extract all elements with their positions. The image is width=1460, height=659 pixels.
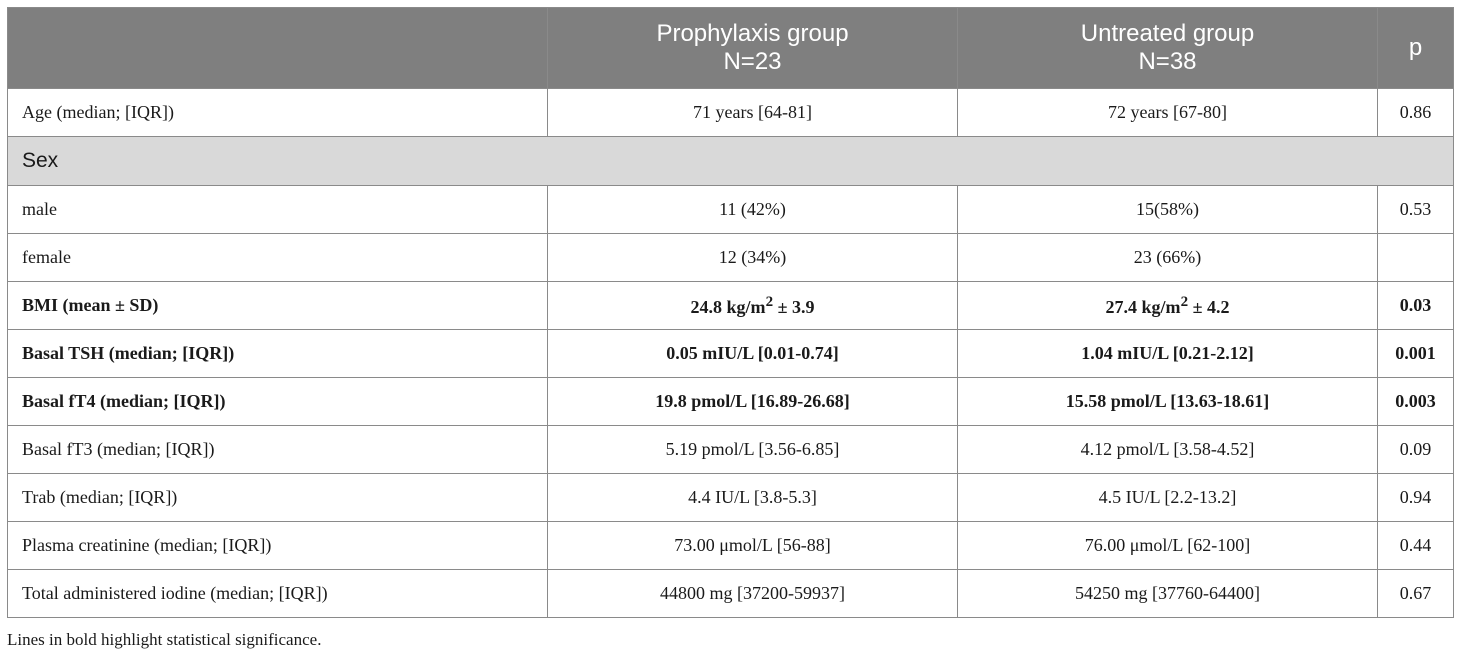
prophylaxis-cell: 19.8 pmol/L [16.89-26.68] [547,377,958,426]
prophylaxis-cell: 12 (34%) [547,233,958,282]
table-footnote: Lines in bold highlight statistical sign… [7,630,322,649]
row-label: Basal TSH (median; [IQR]) [7,329,548,378]
table-row-trab: Trab (median; [IQR]) 4.4 IU/L [3.8-5.3] … [7,473,1454,522]
table-container: Prophylaxis group N=23 Untreated group N… [7,7,1454,618]
prophylaxis-cell: 0.05 mIU/L [0.01-0.74] [547,329,958,378]
prophylaxis-cell: 11 (42%) [547,185,958,234]
table-row-ft4: Basal fT4 (median; [IQR]) 19.8 pmol/L [1… [7,377,1454,426]
prophylaxis-cell: 71 years [64-81] [547,88,958,137]
p-value-cell: 0.94 [1377,473,1454,522]
untreated-cell: 4.5 IU/L [2.2-13.2] [957,473,1378,522]
prophylaxis-cell: 44800 mg [37200-59937] [547,569,958,618]
bmi-sd: ± 4.2 [1188,296,1230,317]
bmi-sd: ± 3.9 [773,296,815,317]
p-value-cell: 0.03 [1377,281,1454,330]
table-header: Prophylaxis group N=23 Untreated group N… [7,7,1454,89]
header-row: Prophylaxis group N=23 Untreated group N… [7,7,1454,89]
table-row-ft3: Basal fT3 (median; [IQR]) 5.19 pmol/L [3… [7,425,1454,474]
table-row-age: Age (median; [IQR]) 71 years [64-81] 72 … [7,88,1454,137]
table-row-iodine: Total administered iodine (median; [IQR]… [7,569,1454,618]
header-prophylaxis-n: N=23 [723,48,782,75]
row-label: Trab (median; [IQR]) [7,473,548,522]
untreated-cell: 23 (66%) [957,233,1378,282]
header-untreated-n: N=38 [1138,48,1197,75]
prophylaxis-cell: 24.8 kg/m2 ± 3.9 [547,281,958,330]
table-row-male: male 11 (42%) 15(58%) 0.53 [7,185,1454,234]
header-untreated-group: Untreated group N=38 [957,7,1378,89]
p-value-cell [1377,233,1454,282]
superscript-2: 2 [1180,293,1189,310]
row-label: Total administered iodine (median; [IQR]… [7,569,548,618]
row-label: Basal fT4 (median; [IQR]) [7,377,548,426]
untreated-cell: 1.04 mIU/L [0.21-2.12] [957,329,1378,378]
p-value-cell: 0.86 [1377,88,1454,137]
bmi-value: 24.8 kg/m [690,296,766,317]
header-prophylaxis-title: Prophylaxis group [656,20,849,47]
superscript-2: 2 [765,293,774,310]
table-body: Age (median; [IQR]) 71 years [64-81] 72 … [7,88,1454,618]
table-row-tsh: Basal TSH (median; [IQR]) 0.05 mIU/L [0.… [7,329,1454,378]
p-value-cell: 0.001 [1377,329,1454,378]
row-label: Basal fT3 (median; [IQR]) [7,425,548,474]
untreated-cell: 76.00 μmol/L [62-100] [957,521,1378,570]
bmi-value: 27.4 kg/m [1105,296,1181,317]
characteristics-table: Prophylaxis group N=23 Untreated group N… [7,7,1454,618]
prophylaxis-cell: 4.4 IU/L [3.8-5.3] [547,473,958,522]
prophylaxis-cell: 73.00 μmol/L [56-88] [547,521,958,570]
untreated-cell: 15(58%) [957,185,1378,234]
row-label: BMI (mean ± SD) [7,281,548,330]
row-label: female [7,233,548,282]
untreated-cell: 4.12 pmol/L [3.58-4.52] [957,425,1378,474]
p-value-cell: 0.003 [1377,377,1454,426]
header-empty-cell [7,7,548,89]
untreated-cell: 27.4 kg/m2 ± 4.2 [957,281,1378,330]
row-label: male [7,185,548,234]
untreated-cell: 72 years [67-80] [957,88,1378,137]
untreated-cell: 54250 mg [37760-64400] [957,569,1378,618]
p-value-cell: 0.09 [1377,425,1454,474]
header-untreated-title: Untreated group [1080,20,1255,47]
table-row-female: female 12 (34%) 23 (66%) [7,233,1454,282]
table-row-creatinine: Plasma creatinine (median; [IQR]) 73.00 … [7,521,1454,570]
p-value-cell: 0.67 [1377,569,1454,618]
p-value-cell: 0.53 [1377,185,1454,234]
section-label: Sex [7,136,1454,186]
header-prophylaxis-group: Prophylaxis group N=23 [547,7,958,89]
section-row-sex: Sex [7,136,1454,186]
untreated-cell: 15.58 pmol/L [13.63-18.61] [957,377,1378,426]
table-row-bmi: BMI (mean ± SD) 24.8 kg/m2 ± 3.9 27.4 kg… [7,281,1454,330]
row-label: Age (median; [IQR]) [7,88,548,137]
p-value-cell: 0.44 [1377,521,1454,570]
row-label: Plasma creatinine (median; [IQR]) [7,521,548,570]
prophylaxis-cell: 5.19 pmol/L [3.56-6.85] [547,425,958,474]
header-p-value: p [1377,7,1454,89]
